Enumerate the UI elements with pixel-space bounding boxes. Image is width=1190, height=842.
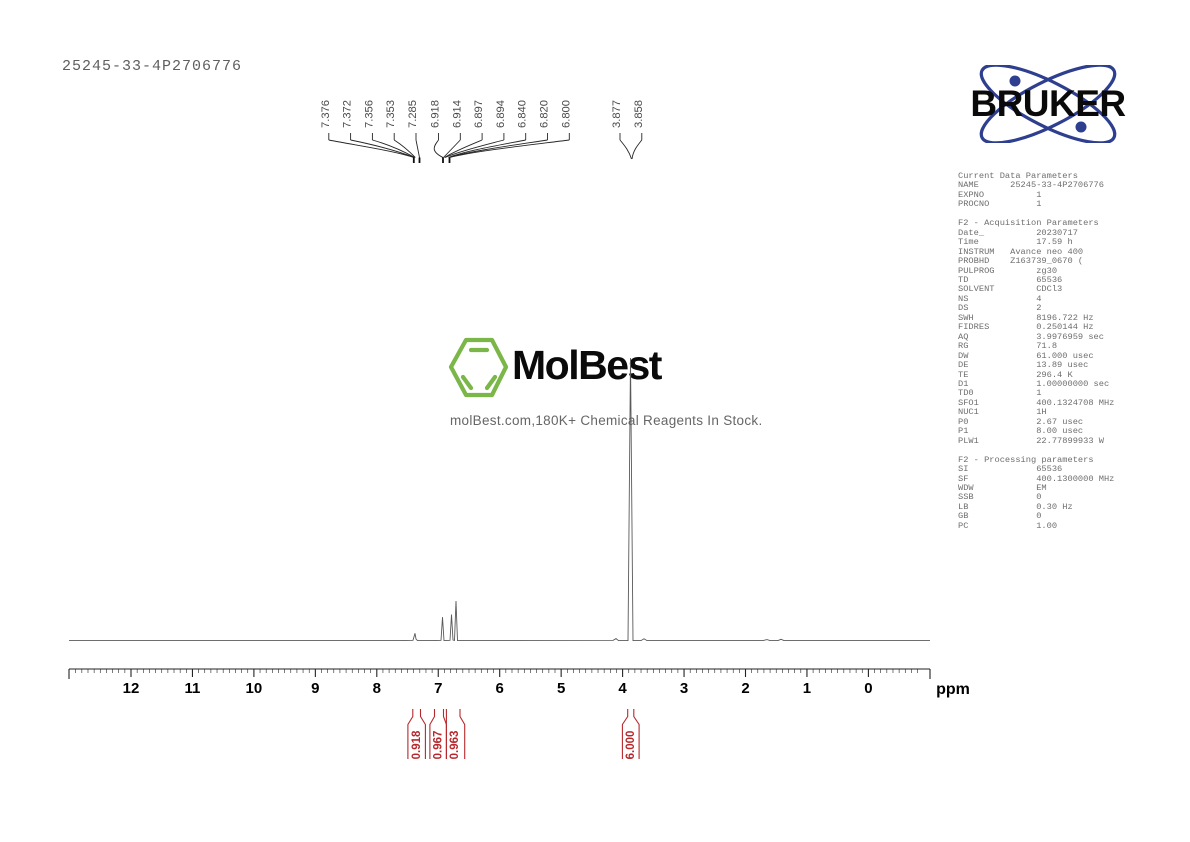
- svg-text:0.967: 0.967: [433, 731, 445, 760]
- svg-text:0.918: 0.918: [411, 730, 423, 759]
- svg-text:6.000: 6.000: [625, 731, 637, 760]
- svg-text:0.963: 0.963: [449, 731, 461, 760]
